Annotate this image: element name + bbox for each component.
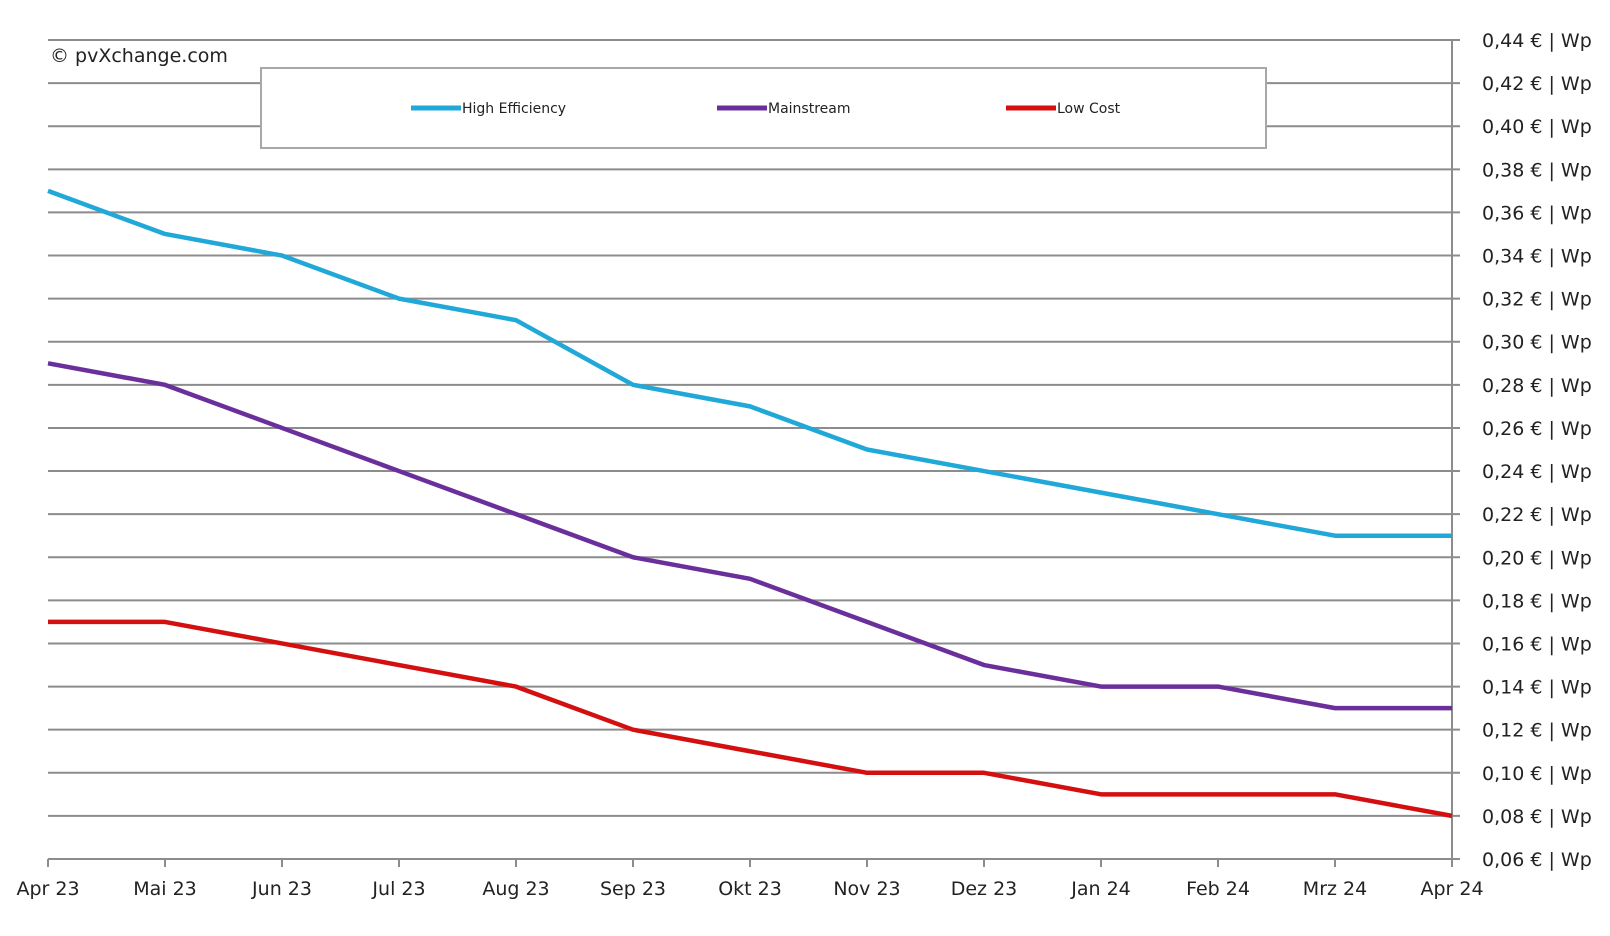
- x-tick-label: Jun 23: [251, 878, 312, 900]
- y-tick-label: 0,36 € | Wp: [1482, 202, 1592, 224]
- y-tick-label: 0,26 € | Wp: [1482, 418, 1592, 440]
- x-tick-label: Dez 23: [951, 878, 1018, 900]
- legend-label: Mainstream: [768, 101, 850, 117]
- y-tick-label: 0,14 € | Wp: [1482, 677, 1592, 699]
- x-tick-label: Aug 23: [482, 878, 549, 900]
- legend-label: High Efficiency: [462, 101, 566, 117]
- series-lines: [47, 188, 1453, 819]
- x-tick-label: Apr 24: [1420, 878, 1483, 900]
- y-tick-label: 0,32 € | Wp: [1482, 289, 1592, 311]
- x-tick-label: Nov 23: [833, 878, 900, 900]
- watermark: © pvXchange.com: [50, 45, 228, 67]
- series-line-low-cost: [48, 619, 1453, 819]
- y-tick-label: 0,22 € | Wp: [1482, 504, 1592, 526]
- y-tick-label: 0,08 € | Wp: [1482, 806, 1592, 828]
- x-tick-label: Okt 23: [718, 878, 782, 900]
- y-tick-label: 0,42 € | Wp: [1482, 73, 1592, 95]
- series-line-high-efficiency: [47, 188, 1452, 538]
- y-tick-label: 0,18 € | Wp: [1482, 590, 1592, 612]
- x-tick-label: Mrz 24: [1303, 878, 1367, 900]
- x-tick-label: Sep 23: [600, 878, 666, 900]
- y-tick-label: 0,30 € | Wp: [1482, 332, 1592, 354]
- y-tick-label: 0,44 € | Wp: [1482, 30, 1592, 52]
- legend: High Efficiency Mainstream Low Cost: [260, 67, 1267, 149]
- x-tick-label: Jul 23: [371, 878, 425, 900]
- y-tick-label: 0,12 € | Wp: [1482, 720, 1592, 742]
- y-tick-label: 0,06 € | Wp: [1482, 849, 1592, 871]
- x-tick-label: Mai 23: [133, 878, 197, 900]
- axes: 0,06 € | Wp 0,08 € | Wp 0,10 € | Wp 0,12 € …: [16, 30, 1591, 900]
- y-tick-label: 0,10 € | Wp: [1482, 763, 1592, 785]
- y-tick-label: 0,34 € | Wp: [1482, 246, 1592, 268]
- x-tick-label: Apr 23: [16, 878, 79, 900]
- y-tick-label: 0,24 € | Wp: [1482, 461, 1592, 483]
- x-tick-label: Feb 24: [1186, 878, 1250, 900]
- y-tick-label: 0,28 € | Wp: [1482, 375, 1592, 397]
- y-tick-label: 0,38 € | Wp: [1482, 159, 1592, 181]
- y-tick-label: 0,40 € | Wp: [1482, 116, 1592, 138]
- legend-label: Low Cost: [1057, 101, 1121, 117]
- gridlines: [48, 39, 1460, 860]
- y-tick-label: 0,20 € | Wp: [1482, 547, 1592, 569]
- series-line-mainstream: [47, 361, 1452, 711]
- y-tick-label: 0,16 € | Wp: [1482, 633, 1592, 655]
- x-tick-label: Jan 24: [1070, 878, 1131, 900]
